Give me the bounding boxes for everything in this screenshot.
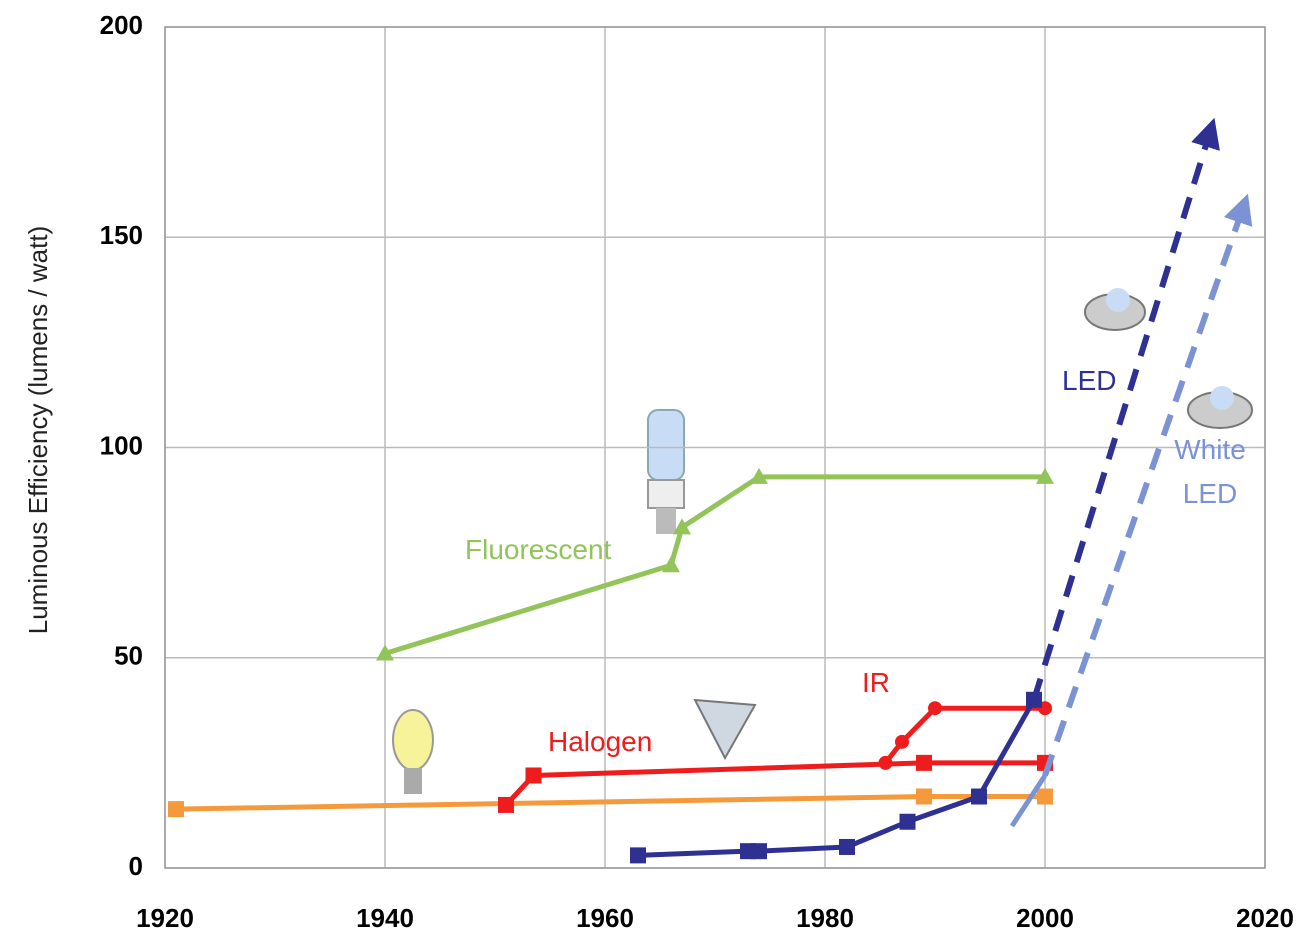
chart: Luminous Efficiency (lumens / watt) 0 50 1… [0,0,1307,946]
marker [928,701,942,715]
marker [498,797,514,813]
series-line [1034,132,1210,700]
series-label: Fluorescent [465,528,611,572]
marker [971,789,987,805]
series-line [638,700,1034,856]
marker [1037,789,1053,805]
series-label: LED [1062,359,1116,403]
marker [662,556,680,572]
x-tick-label: 2020 [1236,903,1294,933]
y-axis-label: Luminous Efficiency (lumens / watt) [23,226,53,634]
marker [839,839,855,855]
series-label: White LED [1170,428,1250,516]
series-line [176,797,1045,810]
series-line [886,708,1046,763]
x-tick-label: 1980 [796,903,854,933]
y-tick-label: 100 [100,430,143,460]
x-tick-label: 2000 [1016,903,1074,933]
series-label: Halogen [548,720,652,764]
grid [165,27,1265,868]
page: Luminous Efficiency (lumens / watt) 0 50 1… [0,0,1307,946]
marker [900,814,916,830]
marker [916,789,932,805]
series-label: IR [862,661,890,705]
marker [630,847,646,863]
x-tick-label: 1920 [136,903,194,933]
marker [526,767,542,783]
marker [879,756,893,770]
y-tick-label: 50 [114,641,143,671]
x-tick-label: 1960 [576,903,634,933]
marker [751,843,767,859]
marker [916,755,932,771]
x-tick-label: 1940 [356,903,414,933]
y-tick-label: 150 [100,220,143,250]
y-tick-label: 0 [129,851,143,881]
marker [895,735,909,749]
marker [168,801,184,817]
y-tick-label: 200 [100,10,143,40]
